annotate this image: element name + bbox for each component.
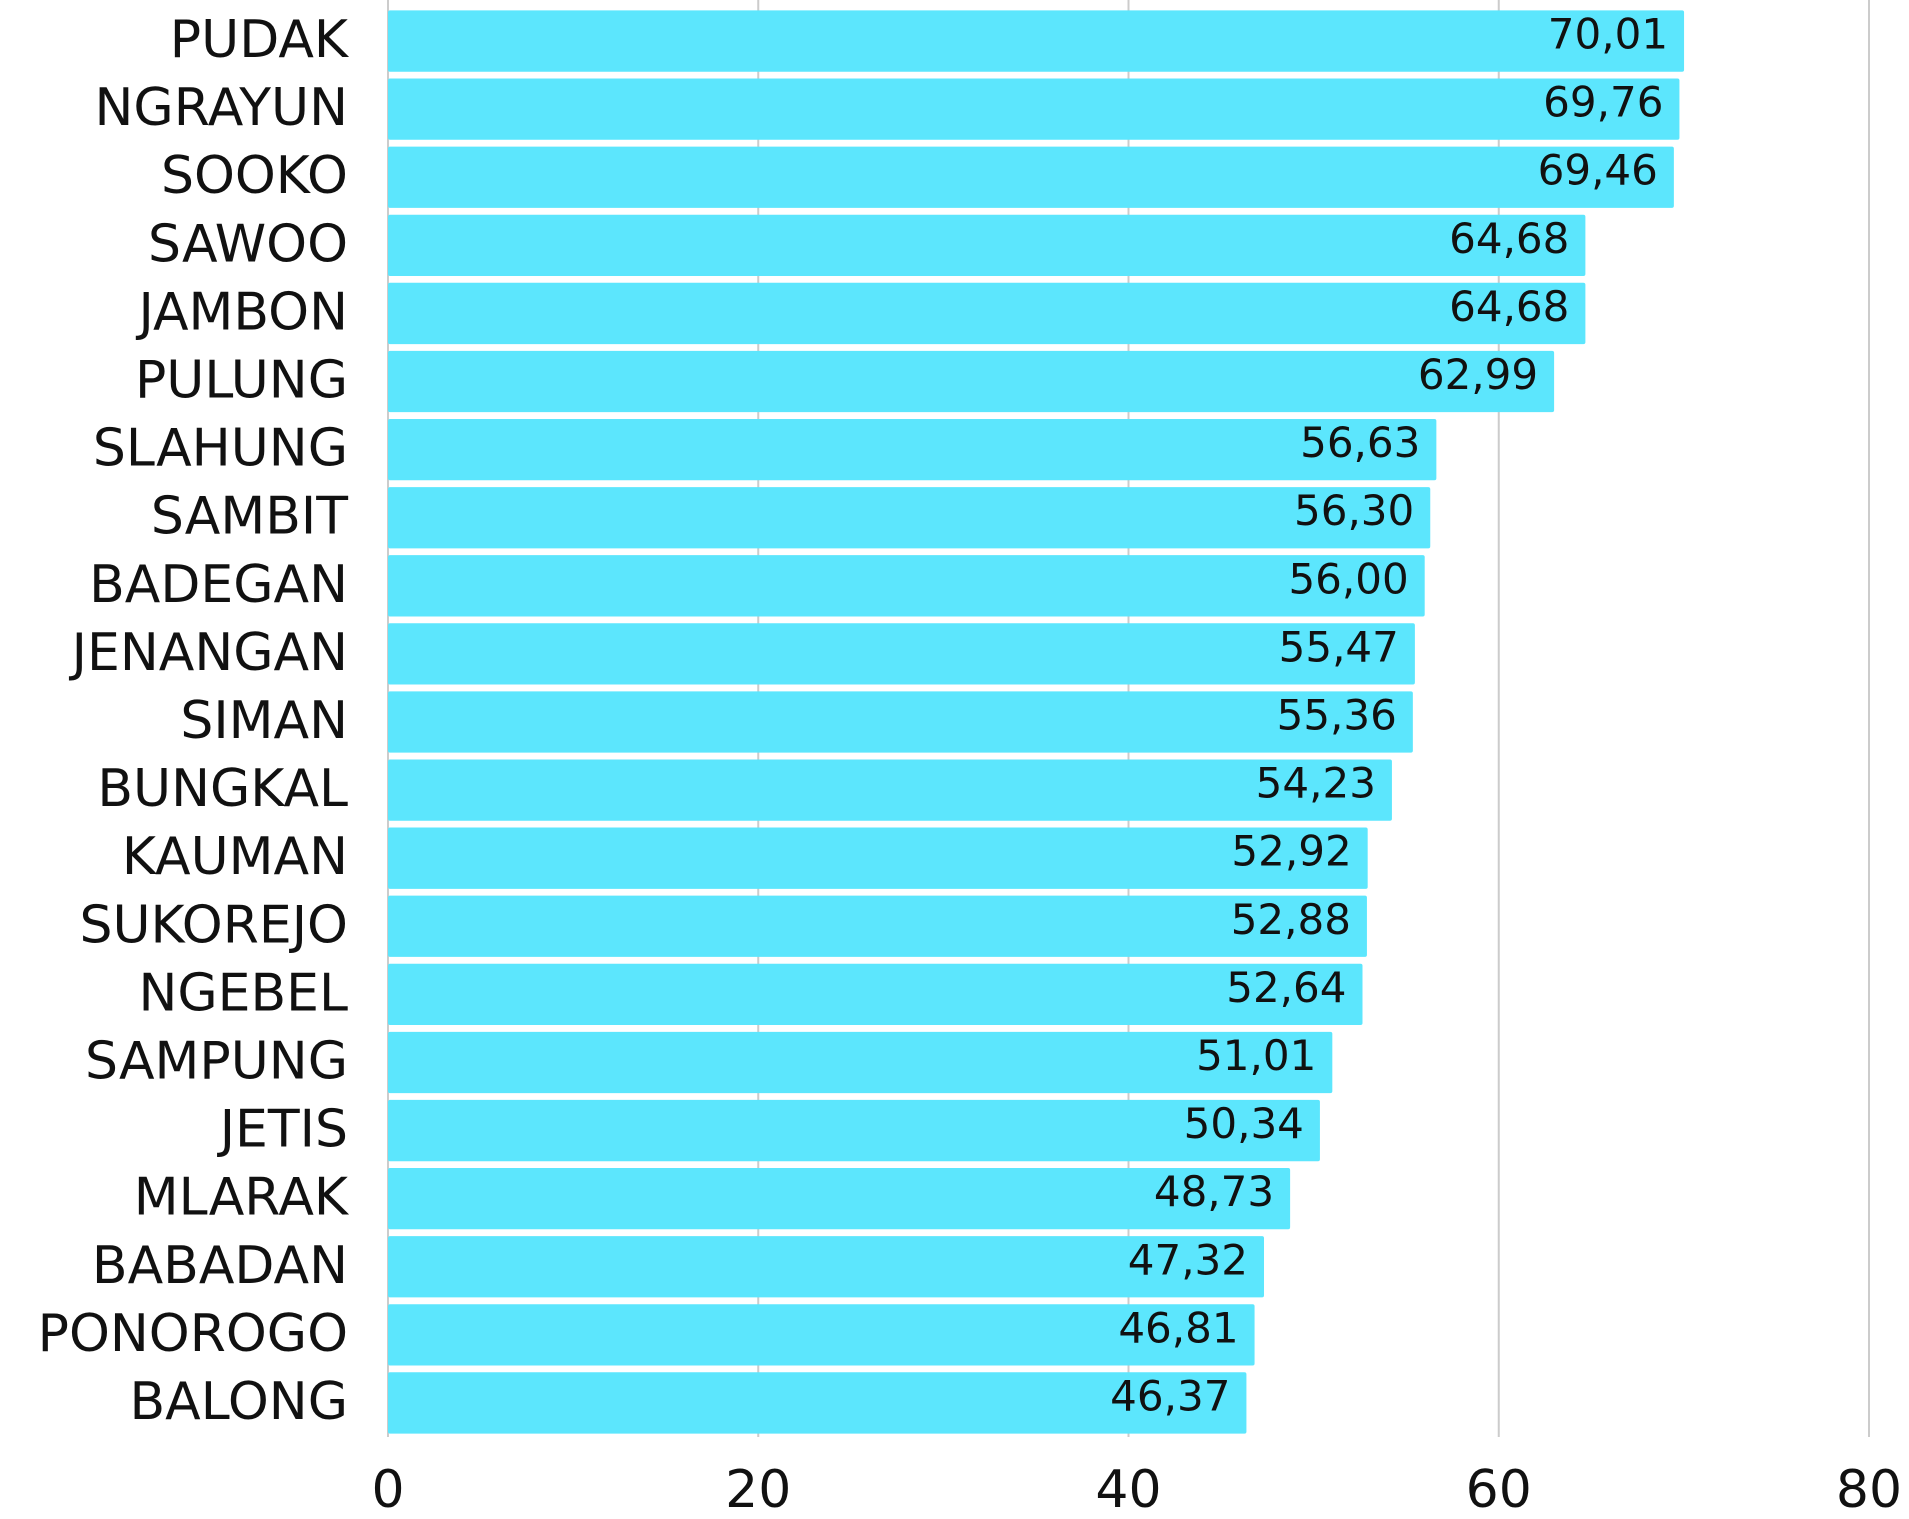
value-label: 69,76 [1543, 78, 1663, 127]
bar [388, 350, 1555, 413]
y-tick-label: BUNGKAL [97, 759, 348, 819]
y-tick-label: BALONG [130, 1372, 349, 1432]
value-label: 62,99 [1418, 350, 1538, 399]
bar [388, 10, 1685, 72]
y-tick-label: NGRAYUN [95, 78, 348, 138]
bar [388, 895, 1367, 957]
value-label: 70,01 [1548, 10, 1668, 59]
y-tick-label: SAMBIT [151, 487, 348, 547]
y-tick-label: JETIS [217, 1100, 348, 1160]
bar [388, 623, 1415, 685]
bar [388, 555, 1425, 617]
value-label: 46,37 [1110, 1371, 1230, 1420]
bar [388, 1372, 1247, 1434]
bar [388, 214, 1586, 276]
value-label: 56,30 [1294, 486, 1414, 535]
bar [388, 146, 1674, 208]
y-tick-label: MLARAK [134, 1168, 350, 1228]
bar [388, 1031, 1333, 1094]
value-label: 56,63 [1300, 418, 1420, 467]
bar [388, 1304, 1255, 1366]
value-label: 64,68 [1449, 282, 1569, 331]
y-tick-label: JAMBON [136, 282, 348, 342]
x-tick-label: 60 [1466, 1460, 1532, 1519]
bar [388, 1236, 1265, 1298]
y-tick-label: BADEGAN [89, 555, 348, 615]
bar [388, 827, 1368, 889]
value-label: 52,88 [1231, 895, 1351, 944]
value-label: 69,46 [1538, 146, 1658, 195]
bar [388, 1099, 1320, 1162]
value-label: 52,92 [1231, 827, 1351, 876]
y-tick-label: SAMPUNG [85, 1031, 348, 1091]
x-tick-label: 20 [725, 1460, 791, 1519]
y-tick-label: KAUMAN [122, 827, 348, 887]
y-tick-label: JENANGAN [69, 623, 348, 683]
value-label: 51,01 [1196, 1031, 1316, 1080]
bar [388, 78, 1680, 140]
x-tick-label: 40 [1095, 1460, 1161, 1519]
y-tick-label: SUKOREJO [79, 895, 348, 955]
value-label: 56,00 [1288, 554, 1408, 603]
y-tick-label: BABADAN [92, 1236, 348, 1296]
y-tick-label: SAWOO [148, 214, 348, 274]
bar [388, 282, 1586, 345]
value-label: 46,81 [1118, 1303, 1238, 1352]
bar [388, 418, 1437, 481]
y-tick-label: SOOKO [161, 146, 348, 206]
bar [388, 487, 1431, 549]
value-label: 52,64 [1226, 963, 1346, 1012]
y-tick-label: SLAHUNG [93, 419, 348, 479]
value-label: 47,32 [1128, 1235, 1248, 1284]
value-label: 54,23 [1256, 759, 1376, 808]
value-label: 48,73 [1154, 1167, 1274, 1216]
y-tick-label: SIMAN [180, 691, 348, 751]
bar [388, 963, 1363, 1026]
x-tick-label: 80 [1836, 1460, 1902, 1519]
y-tick-label: NGEBEL [138, 963, 348, 1023]
y-tick-label: PULUNG [135, 351, 348, 411]
value-label: 50,34 [1184, 1099, 1304, 1148]
value-label: 55,36 [1277, 691, 1397, 740]
value-label: 64,68 [1449, 214, 1569, 263]
bar [388, 759, 1392, 821]
bar [388, 1168, 1291, 1230]
bar [388, 691, 1413, 753]
x-tick-label: 0 [371, 1460, 404, 1519]
y-tick-label: PONOROGO [38, 1304, 348, 1364]
y-tick-label: PUDAK [170, 10, 350, 70]
value-label: 55,47 [1279, 622, 1399, 671]
